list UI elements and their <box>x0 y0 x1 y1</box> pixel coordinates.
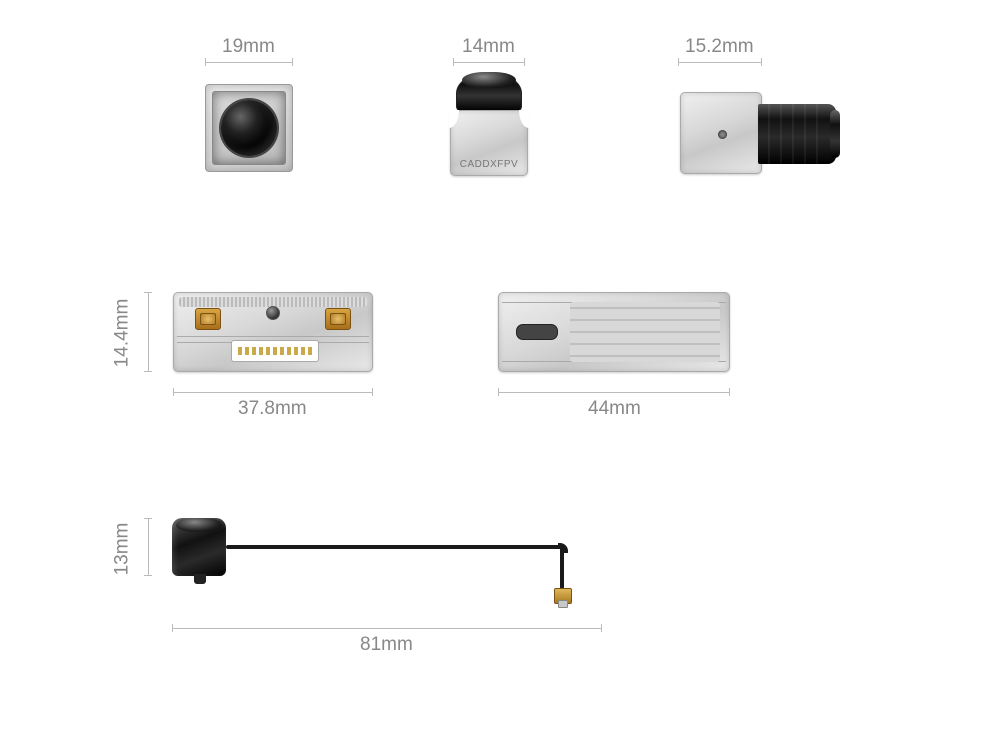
dim-tick <box>601 624 602 632</box>
dim-vtx-height: 14.4mm <box>111 299 133 368</box>
dim-line <box>678 62 762 63</box>
vtx-side-view <box>498 292 730 372</box>
dim-tick <box>678 58 679 66</box>
dim-tick <box>729 388 730 396</box>
dim-line <box>172 628 602 629</box>
dim-tick <box>144 518 152 519</box>
dim-camera-front-width: 19mm <box>222 36 275 58</box>
dim-antenna-length: 81mm <box>360 634 413 656</box>
dim-tick <box>205 58 206 66</box>
dim-vtx-b-width: 44mm <box>588 398 641 420</box>
camera-top-view: CADDXFPV <box>450 72 528 176</box>
camera-side-view <box>680 82 840 178</box>
dim-tick <box>372 388 373 396</box>
dim-line <box>173 392 373 393</box>
dim-vtx-a-width: 37.8mm <box>238 398 307 420</box>
dim-tick <box>761 58 762 66</box>
dim-tick <box>292 58 293 66</box>
camera-front-view <box>205 84 293 172</box>
dim-antenna-cap-height: 13mm <box>111 523 133 576</box>
dim-tick <box>453 58 454 66</box>
dim-tick <box>524 58 525 66</box>
dim-line <box>148 518 149 576</box>
dim-tick <box>498 388 499 396</box>
dim-tick <box>172 624 173 632</box>
dim-line <box>498 392 730 393</box>
dim-tick <box>144 292 152 293</box>
dim-tick <box>144 371 152 372</box>
dim-line <box>148 292 149 372</box>
dim-line <box>453 62 525 63</box>
vtx-front-view <box>173 292 373 372</box>
antenna-view <box>172 518 602 608</box>
dim-tick <box>144 575 152 576</box>
dim-camera-top-width: 14mm <box>462 36 515 58</box>
dim-line <box>205 62 293 63</box>
dim-camera-side-depth: 15.2mm <box>685 36 754 58</box>
dim-tick <box>173 388 174 396</box>
brand-logo-text: CADDXFPV <box>450 159 528 170</box>
